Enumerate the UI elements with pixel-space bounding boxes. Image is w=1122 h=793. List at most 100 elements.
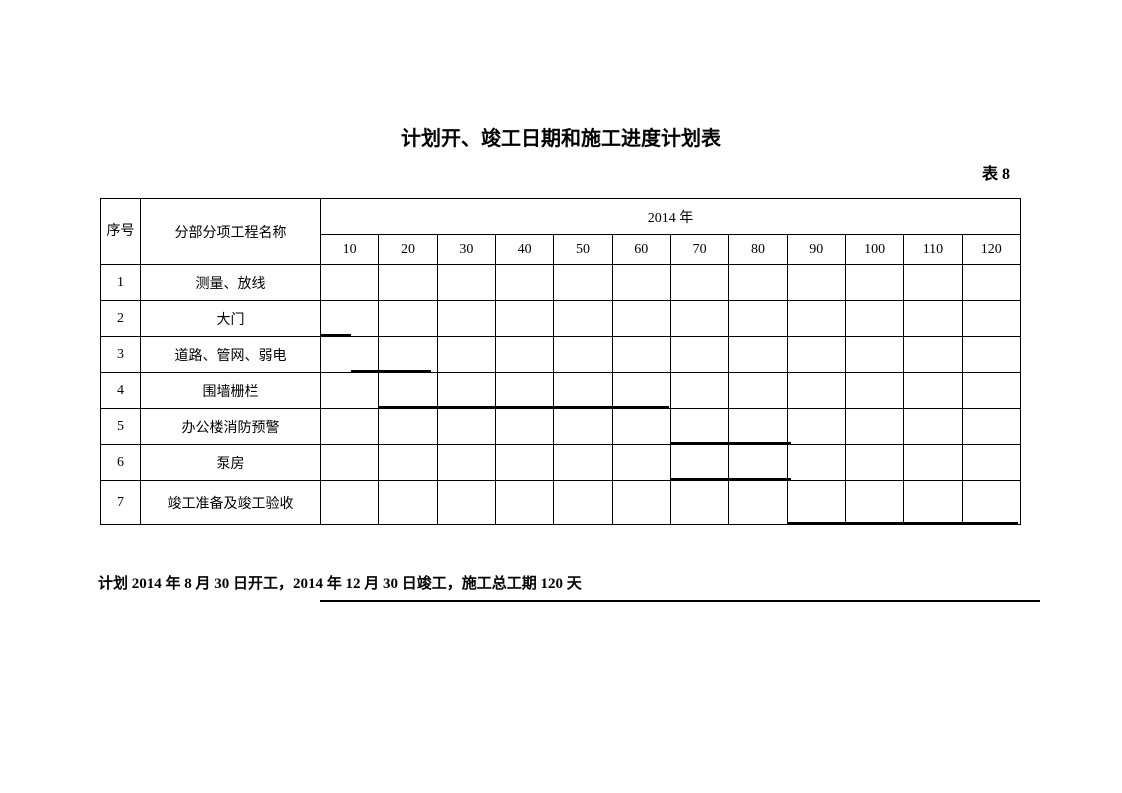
gantt-cell	[787, 481, 845, 525]
row-index: 7	[101, 481, 141, 525]
table-row: 3道路、管网、弱电	[101, 337, 1021, 373]
gantt-cell	[554, 445, 612, 481]
row-name: 竣工准备及竣工验收	[141, 481, 321, 525]
gantt-cell	[845, 445, 903, 481]
gantt-cell	[845, 337, 903, 373]
gantt-cell	[962, 265, 1020, 301]
gantt-cell	[729, 373, 787, 409]
gantt-cell	[904, 373, 962, 409]
table-row: 6泵房	[101, 445, 1021, 481]
gantt-cell	[379, 481, 437, 525]
row-index: 3	[101, 337, 141, 373]
gantt-cell	[904, 481, 962, 525]
gantt-cell	[379, 265, 437, 301]
gantt-cell	[612, 301, 670, 337]
gantt-cell	[962, 481, 1020, 525]
gantt-cell	[495, 373, 553, 409]
gantt-cell	[962, 337, 1020, 373]
gantt-cell	[729, 445, 787, 481]
gantt-cell	[845, 481, 903, 525]
gantt-cell	[554, 481, 612, 525]
gantt-cell	[670, 481, 728, 525]
gantt-cell	[670, 301, 728, 337]
gantt-cell	[321, 409, 379, 445]
gantt-cell	[612, 445, 670, 481]
day-header: 50	[554, 235, 612, 265]
gantt-cell	[554, 409, 612, 445]
gantt-cell	[495, 337, 553, 373]
gantt-cell	[904, 337, 962, 373]
gantt-cell	[670, 337, 728, 373]
gantt-cell	[554, 337, 612, 373]
gantt-cell	[495, 409, 553, 445]
day-header: 70	[670, 235, 728, 265]
day-header: 80	[729, 235, 787, 265]
gantt-cell	[670, 265, 728, 301]
col-name-header: 分部分项工程名称	[141, 199, 321, 265]
day-header: 120	[962, 235, 1020, 265]
gantt-cell	[670, 445, 728, 481]
row-index: 5	[101, 409, 141, 445]
gantt-cell	[379, 373, 437, 409]
gantt-cell	[554, 301, 612, 337]
gantt-cell	[612, 481, 670, 525]
gantt-cell	[612, 373, 670, 409]
gantt-cell	[612, 337, 670, 373]
table-row: 4围墙栅栏	[101, 373, 1021, 409]
col-year-header: 2014 年	[321, 199, 1021, 235]
day-header: 10	[321, 235, 379, 265]
gantt-cell	[904, 265, 962, 301]
gantt-cell	[495, 445, 553, 481]
gantt-cell	[437, 481, 495, 525]
day-header: 40	[495, 235, 553, 265]
gantt-cell	[321, 481, 379, 525]
gantt-cell	[321, 337, 379, 373]
gantt-cell	[670, 373, 728, 409]
gantt-cell	[437, 337, 495, 373]
gantt-cell	[729, 265, 787, 301]
page-title: 计划开、竣工日期和施工进度计划表	[0, 122, 1122, 151]
gantt-cell	[787, 337, 845, 373]
gantt-cell	[437, 301, 495, 337]
gantt-cell	[437, 373, 495, 409]
gantt-cell	[495, 301, 553, 337]
gantt-cell	[321, 445, 379, 481]
gantt-table: 序号 分部分项工程名称 2014 年 10 20 30 40 50 60 70 …	[100, 198, 1021, 525]
gantt-cell	[787, 445, 845, 481]
footnote-text: 计划 2014 年 8 月 30 日开工，2014 年 12 月 30 日竣工，…	[98, 572, 582, 593]
row-index: 4	[101, 373, 141, 409]
gantt-cell	[612, 265, 670, 301]
gantt-cell	[612, 409, 670, 445]
gantt-cell	[379, 409, 437, 445]
gantt-cell	[962, 445, 1020, 481]
gantt-cell	[904, 301, 962, 337]
gantt-cell	[729, 301, 787, 337]
gantt-cell	[437, 265, 495, 301]
gantt-cell	[321, 265, 379, 301]
row-index: 6	[101, 445, 141, 481]
gantt-cell	[845, 301, 903, 337]
day-header: 110	[904, 235, 962, 265]
gantt-cell	[379, 445, 437, 481]
gantt-cell	[962, 301, 1020, 337]
row-index: 1	[101, 265, 141, 301]
table-row: 7竣工准备及竣工验收	[101, 481, 1021, 525]
col-index-header: 序号	[101, 199, 141, 265]
table-row: 1测量、放线	[101, 265, 1021, 301]
gantt-cell	[845, 265, 903, 301]
gantt-cell	[787, 373, 845, 409]
gantt-cell	[729, 409, 787, 445]
gantt-cell	[321, 373, 379, 409]
day-header: 30	[437, 235, 495, 265]
day-header: 20	[379, 235, 437, 265]
row-name: 大门	[141, 301, 321, 337]
gantt-cell	[787, 301, 845, 337]
row-index: 2	[101, 301, 141, 337]
gantt-cell	[379, 337, 437, 373]
day-header: 90	[787, 235, 845, 265]
row-name: 测量、放线	[141, 265, 321, 301]
gantt-cell	[904, 409, 962, 445]
table-row: 5办公楼消防预警	[101, 409, 1021, 445]
gantt-cell	[962, 373, 1020, 409]
gantt-cell	[845, 409, 903, 445]
